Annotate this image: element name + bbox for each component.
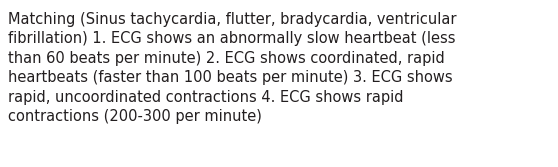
Text: rapid, uncoordinated contractions 4. ECG shows rapid: rapid, uncoordinated contractions 4. ECG… [8,90,403,105]
Text: contractions (200-300 per minute): contractions (200-300 per minute) [8,110,262,125]
Text: Matching (Sinus tachycardia, flutter, bradycardia, ventricular: Matching (Sinus tachycardia, flutter, br… [8,12,456,27]
Text: heartbeats (faster than 100 beats per minute) 3. ECG shows: heartbeats (faster than 100 beats per mi… [8,70,453,86]
Text: than 60 beats per minute) 2. ECG shows coordinated, rapid: than 60 beats per minute) 2. ECG shows c… [8,51,445,66]
Text: fibrillation) 1. ECG shows an abnormally slow heartbeat (less: fibrillation) 1. ECG shows an abnormally… [8,32,455,46]
